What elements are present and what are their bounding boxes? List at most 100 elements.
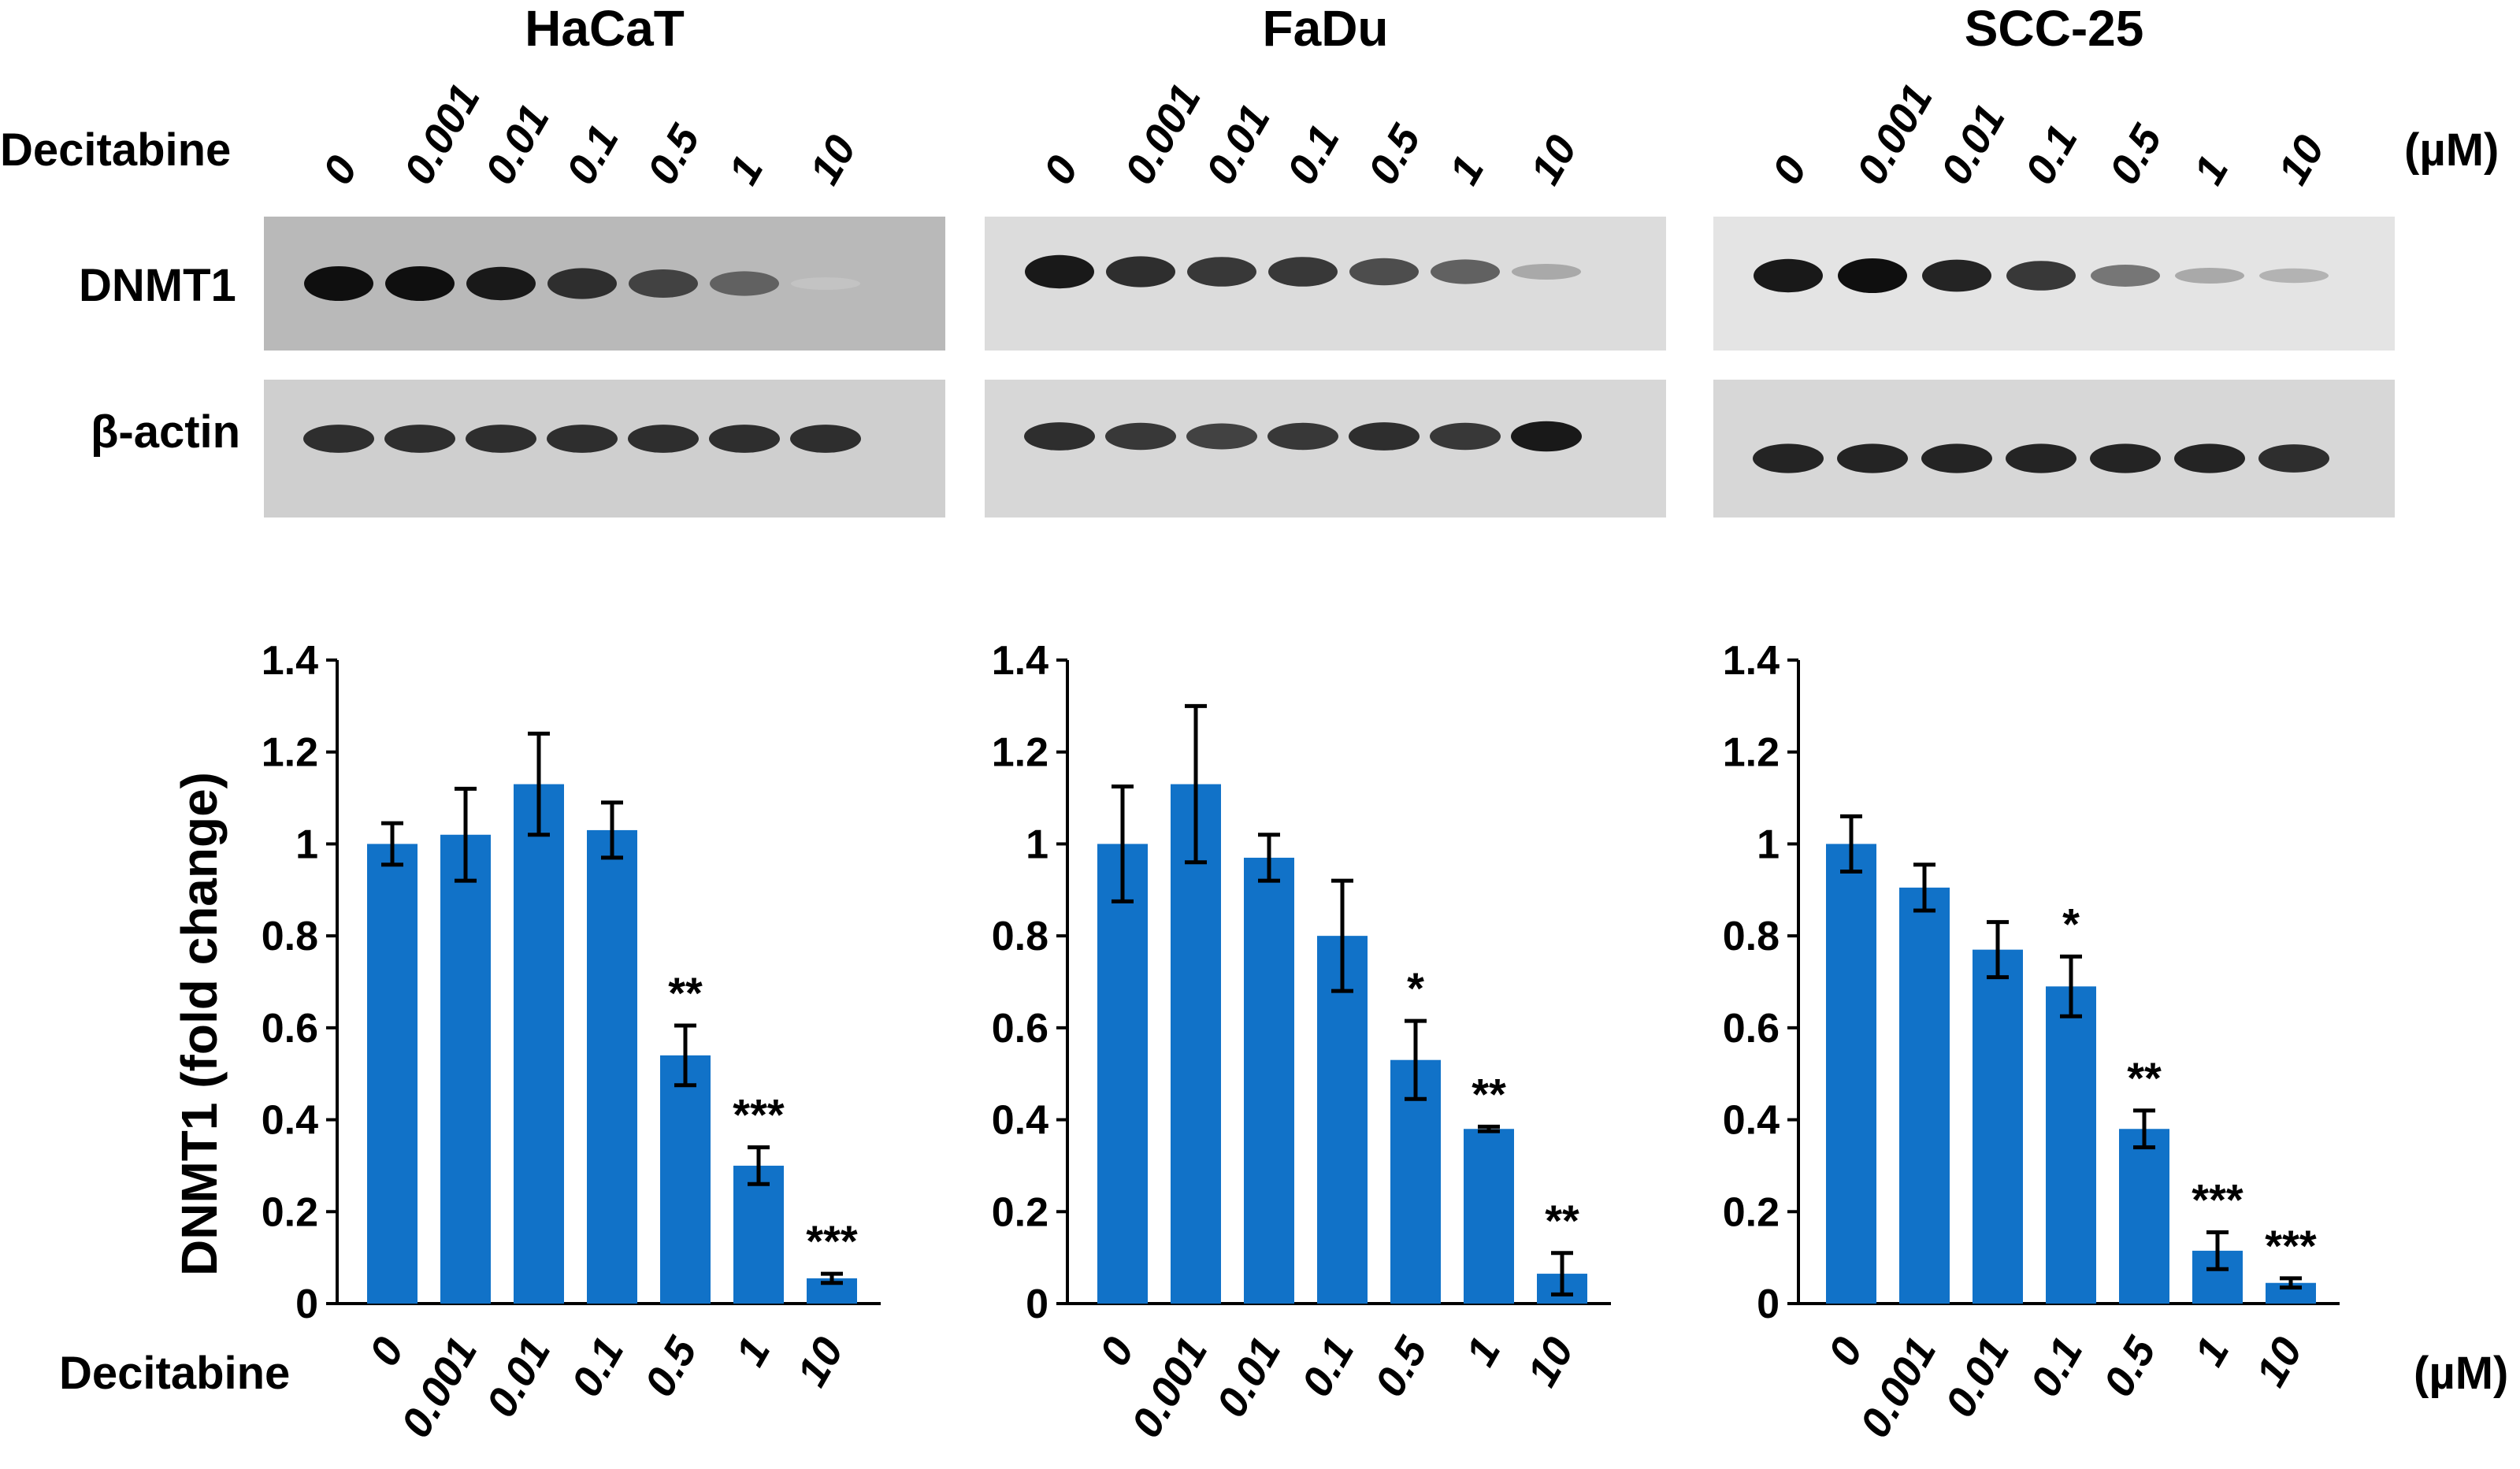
y-tick-label: 1.2 xyxy=(992,730,1048,776)
actin-band xyxy=(2090,443,2161,473)
significance-marker: *** xyxy=(806,1216,858,1266)
top-dose-label: 0.01 xyxy=(476,97,559,192)
top-dose-label: 10 xyxy=(800,128,865,192)
dnmt1-band xyxy=(1349,258,1419,286)
actin-band xyxy=(1024,422,1095,451)
y-tick-label: 0.8 xyxy=(1723,914,1780,959)
bar xyxy=(367,844,418,1304)
bar xyxy=(2046,986,2096,1304)
x-tick-label: 0.5 xyxy=(2095,1329,2166,1404)
actin-band xyxy=(2006,443,2076,473)
top-dose-label: 0.1 xyxy=(557,117,628,192)
bar xyxy=(587,829,637,1304)
actin-band xyxy=(1267,422,1338,451)
top-dose-label: 1 xyxy=(2184,148,2237,192)
top-dose-label: 10 xyxy=(2269,128,2333,192)
x-tick-label: 1 xyxy=(726,1330,779,1374)
top-dose-label: 0 xyxy=(314,148,366,192)
top-dose-label: 0.5 xyxy=(638,117,709,192)
actin-band xyxy=(466,425,536,453)
x-tick-label: 10 xyxy=(788,1330,852,1394)
dnmt1-band xyxy=(2006,261,2076,291)
bar xyxy=(733,1165,784,1304)
y-tick-label: 0.8 xyxy=(992,914,1048,959)
top-dose-label: 0.5 xyxy=(1359,117,1430,192)
y-tick-label: 0.2 xyxy=(262,1189,318,1235)
actin-band xyxy=(303,425,374,453)
y-tick-label: 1.2 xyxy=(1723,730,1780,776)
dnmt1-band xyxy=(466,266,536,301)
x-tick-label: 0.01 xyxy=(477,1330,560,1425)
y-tick-label: 1.4 xyxy=(1723,638,1780,684)
significance-marker: *** xyxy=(2265,1221,2317,1271)
dnmt1-band xyxy=(385,266,455,301)
x-tick-label: 0 xyxy=(360,1330,413,1374)
y-tick-label: 0.6 xyxy=(1723,1006,1780,1052)
dnmt1-band xyxy=(1754,258,1823,293)
dnmt1-band xyxy=(1106,256,1175,287)
bar xyxy=(2119,1129,2169,1304)
western-blots: HaCaT FaDu SCC-25 xyxy=(264,0,2395,517)
bar xyxy=(1899,887,1950,1304)
top-dose-label: 0.001 xyxy=(1847,76,1942,192)
dnmt1-band xyxy=(2091,265,2160,287)
y-tick-label: 1 xyxy=(1026,822,1048,867)
x-tick-label: 10 xyxy=(1518,1330,1583,1394)
actin-band xyxy=(790,425,861,453)
y-tick-label: 0 xyxy=(295,1282,318,1327)
y-axis-title: DNMT1 (fold change) xyxy=(171,772,228,1276)
bar xyxy=(1973,949,2023,1304)
top-dose-label: 0.001 xyxy=(395,76,489,192)
significance-marker: *** xyxy=(2192,1175,2244,1225)
blot-label-beta-actin: β-actin xyxy=(91,406,240,458)
y-tick-label: 0.6 xyxy=(262,1006,318,1052)
y-tick-label: 0.2 xyxy=(992,1189,1048,1235)
x-tick-label: 0.5 xyxy=(636,1329,707,1404)
y-tick-label: 0.4 xyxy=(992,1098,1048,1144)
significance-marker: ** xyxy=(2127,1053,2162,1103)
x-tick-label: 0.1 xyxy=(2021,1330,2092,1404)
actin-band xyxy=(628,425,699,453)
actin-band xyxy=(1105,422,1176,451)
bar xyxy=(440,834,491,1304)
x-tick-label: 0.001 xyxy=(1123,1330,1217,1445)
top-dose-label: 0.5 xyxy=(2100,117,2171,192)
x-tick-label: 0.01 xyxy=(1208,1330,1290,1425)
actin-band xyxy=(1753,443,1824,473)
actin-band xyxy=(709,425,780,453)
dnmt1-band xyxy=(1838,258,1907,293)
bottom-unit-label: (µM) xyxy=(2414,1348,2508,1399)
top-dose-label: 1 xyxy=(719,148,772,192)
bar xyxy=(1826,844,1876,1304)
y-tick-label: 1.4 xyxy=(992,638,1048,684)
actin-band xyxy=(384,425,455,453)
dnmt1-band xyxy=(304,266,373,301)
actin-band xyxy=(1921,443,1992,473)
actin-band xyxy=(2258,444,2329,473)
x-tick-label: 0 xyxy=(1090,1330,1143,1374)
top-decitabine-label: Decitabine xyxy=(0,124,231,176)
actin-band xyxy=(547,425,618,453)
x-tick-label: 0.5 xyxy=(1366,1329,1437,1404)
top-dose-label: 0.001 xyxy=(1115,76,1210,192)
significance-marker: ** xyxy=(668,968,703,1018)
actin-band xyxy=(1430,422,1501,451)
x-tick-label: 1 xyxy=(2185,1330,2238,1374)
top-dose-label: 0 xyxy=(1763,148,1816,192)
x-tick-label: 1 xyxy=(1457,1330,1509,1374)
y-tick-label: 0.4 xyxy=(262,1098,318,1144)
top-dose-label: 0.1 xyxy=(2016,117,2087,192)
y-tick-label: 0.6 xyxy=(992,1006,1048,1052)
y-tick-label: 0.2 xyxy=(1723,1189,1780,1235)
top-unit-label: (µM) xyxy=(2404,124,2499,176)
bar xyxy=(1244,857,1294,1304)
y-tick-label: 0 xyxy=(1757,1282,1780,1327)
bar xyxy=(1317,936,1368,1304)
y-tick-label: 0.4 xyxy=(1723,1098,1780,1144)
top-dose-label: 0.01 xyxy=(1932,97,2014,192)
bar xyxy=(1171,784,1221,1304)
